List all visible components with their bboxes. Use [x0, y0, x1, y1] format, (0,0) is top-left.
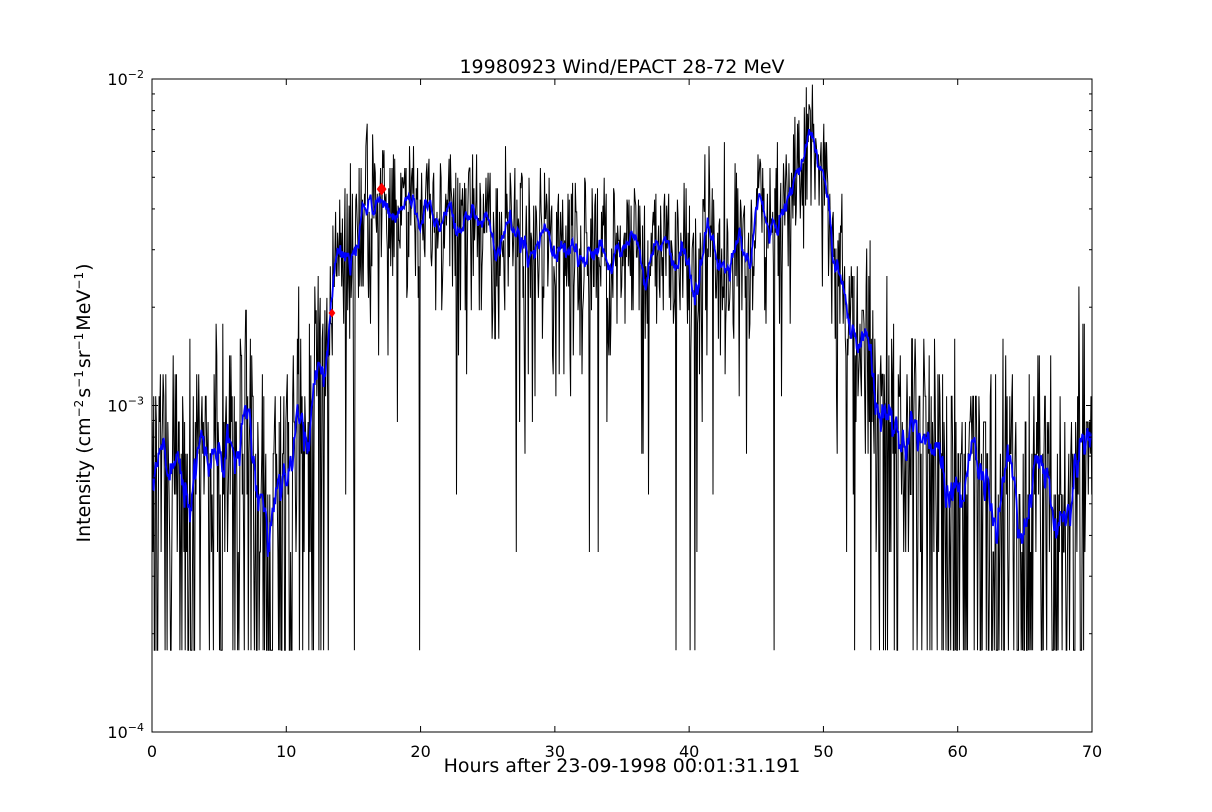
x-tick-label: 0 [147, 742, 157, 761]
x-tick-labels: 0 10 20 30 40 50 60 70 [147, 742, 1102, 761]
event-marker [376, 182, 387, 196]
x-tick-label: 10 [276, 742, 296, 761]
smoothed-intensity-series [152, 128, 1092, 557]
x-tick-label: 30 [545, 742, 565, 761]
raw-intensity-series [152, 84, 1092, 651]
event-marker [328, 308, 336, 318]
y-tick-labels: 10−2 10−3 10−4 [107, 68, 144, 742]
event-markers [328, 182, 387, 318]
axes-frame [151, 78, 1093, 733]
x-tick-label: 40 [679, 742, 699, 761]
x-tick-label: 70 [1082, 742, 1102, 761]
x-axis-label: Hours after 23-09-1998 00:01:31.191 [444, 755, 801, 777]
x-tick-label: 20 [410, 742, 430, 761]
y-tick-label: 10−2 [107, 68, 144, 89]
y-tick-label: 10−3 [107, 395, 144, 416]
y-axis-label: Intensity (cm−2s−1sr−1MeV−1) [72, 263, 95, 542]
x-tick-label: 50 [813, 742, 833, 761]
chart-title: 19980923 Wind/EPACT 28-72 MeV [459, 56, 784, 78]
y-tick-label: 10−4 [107, 721, 144, 742]
x-tick-label: 60 [948, 742, 968, 761]
